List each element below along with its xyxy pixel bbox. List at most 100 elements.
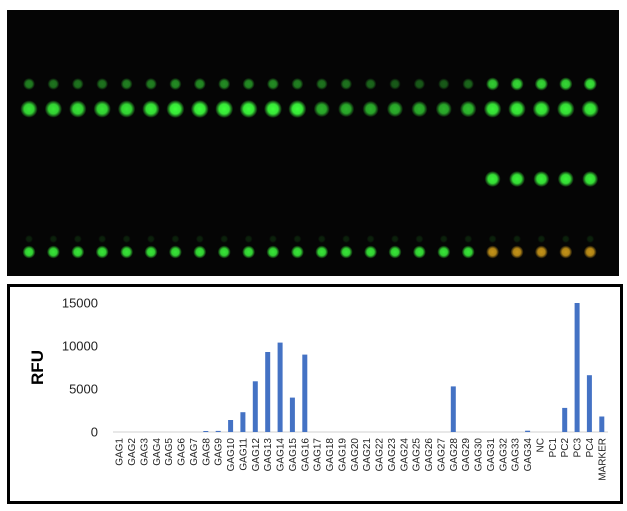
blot-spot: [218, 77, 231, 91]
x-tick-label: MARKER: [597, 438, 608, 481]
bar: [252, 381, 258, 432]
blot-spot: [338, 100, 355, 118]
x-tick-label: GAG9: [214, 438, 225, 466]
blot-spot-faint: [366, 235, 375, 243]
x-tick-label: GAG24: [399, 438, 410, 472]
bar: [599, 416, 605, 432]
blot-spot: [145, 78, 157, 90]
blot-spot-faint: [488, 235, 497, 243]
blot-spot: [581, 100, 599, 118]
blot-spot-faint: [342, 235, 351, 243]
x-tick-label: GAG15: [288, 438, 299, 472]
blot-spot: [339, 245, 353, 259]
x-tick-label: GAG6: [177, 438, 188, 466]
blot-spot: [20, 100, 38, 118]
blot-spot: [364, 245, 378, 259]
x-tick-label: GAG22: [375, 438, 386, 472]
blot-spot: [486, 77, 500, 91]
blot-spot: [93, 100, 111, 118]
blot-spot: [486, 245, 500, 259]
blot-spot: [47, 78, 60, 90]
x-tick-label: GAG12: [251, 438, 262, 472]
bar: [450, 386, 456, 432]
blot-spot: [533, 171, 550, 187]
y-tick-label: 15000: [62, 296, 98, 311]
bar: [228, 420, 234, 432]
blot-spot: [23, 78, 35, 90]
x-tick-label: GAG11: [238, 438, 249, 471]
blot-spot: [217, 245, 231, 259]
x-tick-label: GAG30: [474, 438, 485, 472]
x-tick-label: GAG21: [362, 438, 373, 472]
dot-blot-image: [7, 10, 619, 276]
x-tick-label: GAG10: [226, 438, 237, 472]
bar: [302, 354, 308, 432]
x-tick-label: PC2: [560, 438, 571, 458]
blot-spot: [288, 100, 307, 118]
blot-spot: [117, 100, 136, 118]
blot-spot: [557, 171, 574, 187]
blot-spot: [413, 78, 426, 90]
blot-spot: [239, 100, 258, 118]
blot-spot-faint: [561, 235, 570, 243]
x-tick-label: GAG18: [325, 438, 336, 472]
x-tick-label: PC1: [548, 438, 559, 458]
blot-spot-faint: [122, 235, 131, 243]
blot-spot: [484, 171, 501, 187]
blot-spot-faint: [98, 235, 107, 243]
blot-spot: [435, 100, 452, 118]
dot-blot-spots: [20, 77, 599, 259]
x-tick-label: GAG17: [313, 438, 324, 472]
blot-spot: [510, 77, 524, 91]
blot-spot: [315, 78, 328, 90]
x-tick-label: GAG20: [350, 438, 361, 472]
blot-spot: [242, 77, 255, 91]
blot-spot: [266, 245, 280, 259]
x-tick-label: GAG23: [387, 438, 398, 472]
x-tick-label: GAG16: [300, 438, 311, 472]
blot-spot-faint: [171, 235, 180, 243]
blot-spot-faint: [317, 235, 326, 243]
y-tick-label: 0: [91, 425, 98, 440]
x-tick-label: GAG2: [127, 438, 138, 466]
blot-spot-faint: [586, 235, 595, 243]
blot-spot: [71, 245, 85, 259]
x-tick-label: GAG31: [486, 438, 497, 472]
bar: [277, 342, 283, 432]
x-tick-label: GAG1: [115, 438, 126, 466]
blot-spot: [534, 245, 548, 259]
blot-spot-faint: [391, 235, 399, 243]
x-tick-label: GAG26: [424, 438, 435, 472]
blot-spot: [583, 245, 597, 259]
blot-spot: [364, 78, 377, 90]
blot-spot-faint: [220, 235, 229, 243]
blot-spot: [462, 78, 475, 90]
blot-spot: [71, 78, 84, 90]
blot-spot: [386, 100, 404, 118]
blot-spot: [483, 100, 502, 118]
blot-spot: [120, 245, 134, 259]
x-tick-label: NC: [535, 438, 546, 452]
blot-spot: [313, 100, 330, 118]
bar: [586, 375, 592, 432]
blot-spot: [193, 77, 206, 91]
blot-spot: [193, 245, 207, 259]
blot-spot: [96, 78, 109, 90]
blot-spot-faint: [244, 235, 253, 243]
y-tick-label: 5000: [69, 382, 98, 397]
x-tick-label: GAG14: [276, 438, 287, 472]
bar: [265, 352, 271, 432]
blot-spot-faint: [49, 235, 58, 243]
blot-spot-faint: [73, 235, 82, 243]
blot-spot: [532, 100, 551, 118]
blot-spot: [166, 100, 185, 118]
bar: [240, 412, 246, 432]
blot-spot: [190, 100, 209, 118]
blot-spot-faint: [439, 235, 448, 243]
blot-spot: [95, 245, 109, 259]
blot-spot: [388, 245, 402, 259]
blot-spot: [508, 100, 526, 118]
bar: [215, 430, 221, 432]
blot-spot: [559, 245, 573, 259]
